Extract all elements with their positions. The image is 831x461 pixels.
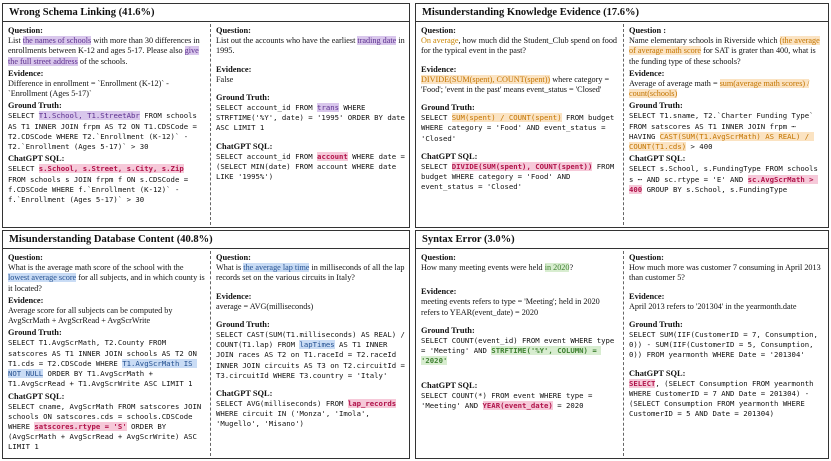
evidence-label: Evidence:: [8, 68, 44, 78]
question-text: List out the accounts who have the earli…: [216, 36, 405, 56]
evidence-label: Evidence:: [216, 64, 252, 74]
example-right: Question: List out the accounts who have…: [211, 22, 410, 227]
evidence-label: Evidence:: [629, 68, 665, 78]
ground-truth-sql: SELECT T1.sname, T2.`Charter Funding Typ…: [629, 111, 818, 152]
chatgpt-sql-label: ChatGPT SQL:: [421, 151, 478, 161]
question-label: Question:: [8, 26, 43, 35]
question-text: On average, how much did the Student_Clu…: [421, 36, 618, 56]
evidence-label: Evidence:: [421, 64, 457, 74]
chatgpt-sql-label: ChatGPT SQL:: [216, 388, 273, 398]
chatgpt-sql-label: ChatGPT SQL:: [629, 368, 686, 378]
ground-truth-sql: SELECT T1.AvgScrMath, T2.County FROM sat…: [8, 338, 202, 389]
chatgpt-sql: SELECT AVG(milliseconds) FROM lap_record…: [216, 398, 401, 429]
column-divider: [623, 24, 624, 225]
question-label: Question:: [216, 26, 251, 35]
evidence-text: meeting events refers to type = 'Meeting…: [421, 297, 600, 317]
ground-truth-sql: SELECT T1.School, T1.StreetAbr FROM scho…: [8, 111, 202, 152]
chatgpt-sql: SELECT cname, AvgScrMath FROM satscores …: [8, 401, 206, 452]
example-left: Question: How many meeting events were h…: [416, 249, 623, 458]
column-divider: [623, 251, 624, 456]
ground-truth-label: Ground Truth:: [421, 325, 475, 335]
chatgpt-sql: SELECT account_id FROM account WHERE dat…: [216, 151, 410, 181]
ground-truth-sql: SELECT account_id FROM trans WHERE STRFT…: [216, 102, 410, 133]
ground-truth-label: Ground Truth:: [629, 101, 683, 111]
evidence-label: Evidence:: [629, 291, 665, 301]
column-divider: [210, 251, 211, 456]
panel-misunderstanding-database-content: Misunderstanding Database Content (40.8%…: [2, 230, 410, 459]
chatgpt-sql-label: ChatGPT SQL:: [8, 391, 65, 401]
ground-truth-label: Ground Truth:: [421, 103, 475, 113]
question-label: Question:: [216, 253, 251, 262]
evidence-label: Evidence:: [421, 287, 457, 297]
panel-syntax-error: Syntax Error (3.0%) Question: How many m…: [415, 230, 829, 459]
evidence-label: Evidence:: [8, 295, 44, 305]
panel-misunderstanding-knowledge-evidence: Misunderstanding Knowledge Evidence (17.…: [415, 3, 829, 228]
panel-title: Misunderstanding Knowledge Evidence (17.…: [416, 4, 828, 22]
chatgpt-sql-label: ChatGPT SQL:: [8, 154, 65, 164]
chatgpt-sql: SELECT, (SELECT Consumption FROM yearmon…: [629, 378, 818, 419]
chatgpt-sql-label: ChatGPT SQL:: [421, 380, 478, 390]
ground-truth-label: Ground Truth:: [216, 319, 270, 329]
panel-title: Misunderstanding Database Content (40.8%…: [3, 231, 409, 249]
question-label: Question :: [629, 26, 666, 35]
example-right: Question: How much more was customer 7 c…: [624, 249, 828, 458]
question-label: Question:: [629, 253, 664, 262]
ground-truth-sql: SELECT SUM(spent) / COUNT(spent) FROM bu…: [421, 113, 619, 143]
chatgpt-sql: SELECT s.School, s.FundingType FROM scho…: [629, 164, 823, 194]
panel-title: Syntax Error (3.0%): [416, 231, 828, 249]
evidence-label: Evidence:: [216, 291, 252, 301]
ground-truth-sql: SELECT SUM(IIF(CustomerID = 7, Consumpti…: [629, 329, 823, 360]
ground-truth-sql: SELECT COUNT(event_id) FROM event WHERE …: [421, 335, 619, 366]
evidence-text: Difference in enrollment = `Enrollment (…: [8, 78, 169, 99]
question-text: List the names of schools with more than…: [8, 36, 200, 66]
panel-wrong-schema-linking: Wrong Schema Linking (41.6%) Question: L…: [2, 3, 410, 228]
ground-truth-label: Ground Truth:: [8, 101, 62, 111]
evidence-text: average = AVG(milliseconds): [216, 301, 314, 311]
chatgpt-sql-label: ChatGPT SQL:: [629, 154, 686, 164]
evidence-text: False: [216, 74, 234, 84]
ground-truth-label: Ground Truth:: [216, 92, 270, 102]
chatgpt-sql: SELECT COUNT(*) FROM event WHERE type = …: [421, 390, 597, 410]
ground-truth-label: Ground Truth:: [629, 319, 683, 329]
question-text: Name elementary schools in Riverside whi…: [629, 36, 820, 66]
example-left: Question: What is the average math score…: [3, 249, 210, 458]
question-text: What is the average lap time in millisec…: [216, 263, 405, 283]
ground-truth-sql: SELECT CAST(SUM(T1.milliseconds) AS REAL…: [216, 329, 410, 380]
chatgpt-sql: SELECT DIVIDE(SUM(spent), COUNT(spent)) …: [421, 161, 619, 192]
question-label: Question:: [421, 253, 456, 262]
evidence-text: Average score for all subjects can be co…: [8, 305, 173, 326]
example-right: Question : Name elementary schools in Ri…: [624, 22, 828, 227]
evidence-text: DIVIDE(SUM(spent), COUNT(spent)) where c…: [421, 74, 610, 94]
question-text: How much more was customer 7 consuming i…: [629, 263, 821, 283]
question-text: What is the average math score of the sc…: [8, 263, 205, 293]
example-right: Question: What is the average lap time i…: [211, 249, 410, 458]
evidence-text: Average of average math = sum(average ma…: [629, 78, 810, 99]
question-label: Question:: [8, 253, 43, 262]
evidence-text: April 2013 refers to '201304' in the yea…: [629, 301, 797, 311]
question-label: Question:: [421, 26, 456, 35]
chatgpt-sql-label: ChatGPT SQL:: [216, 141, 273, 151]
example-left: Question: On average, how much did the S…: [416, 22, 623, 227]
panel-title: Wrong Schema Linking (41.6%): [3, 4, 409, 22]
chatgpt-sql: SELECT s.School, s.Street, s.City, s.Zip…: [8, 164, 193, 204]
column-divider: [210, 24, 211, 225]
question-text: How many meeting events were held in 202…: [421, 263, 574, 272]
example-left: Question: List the names of schools with…: [3, 22, 210, 227]
ground-truth-label: Ground Truth:: [8, 328, 62, 338]
